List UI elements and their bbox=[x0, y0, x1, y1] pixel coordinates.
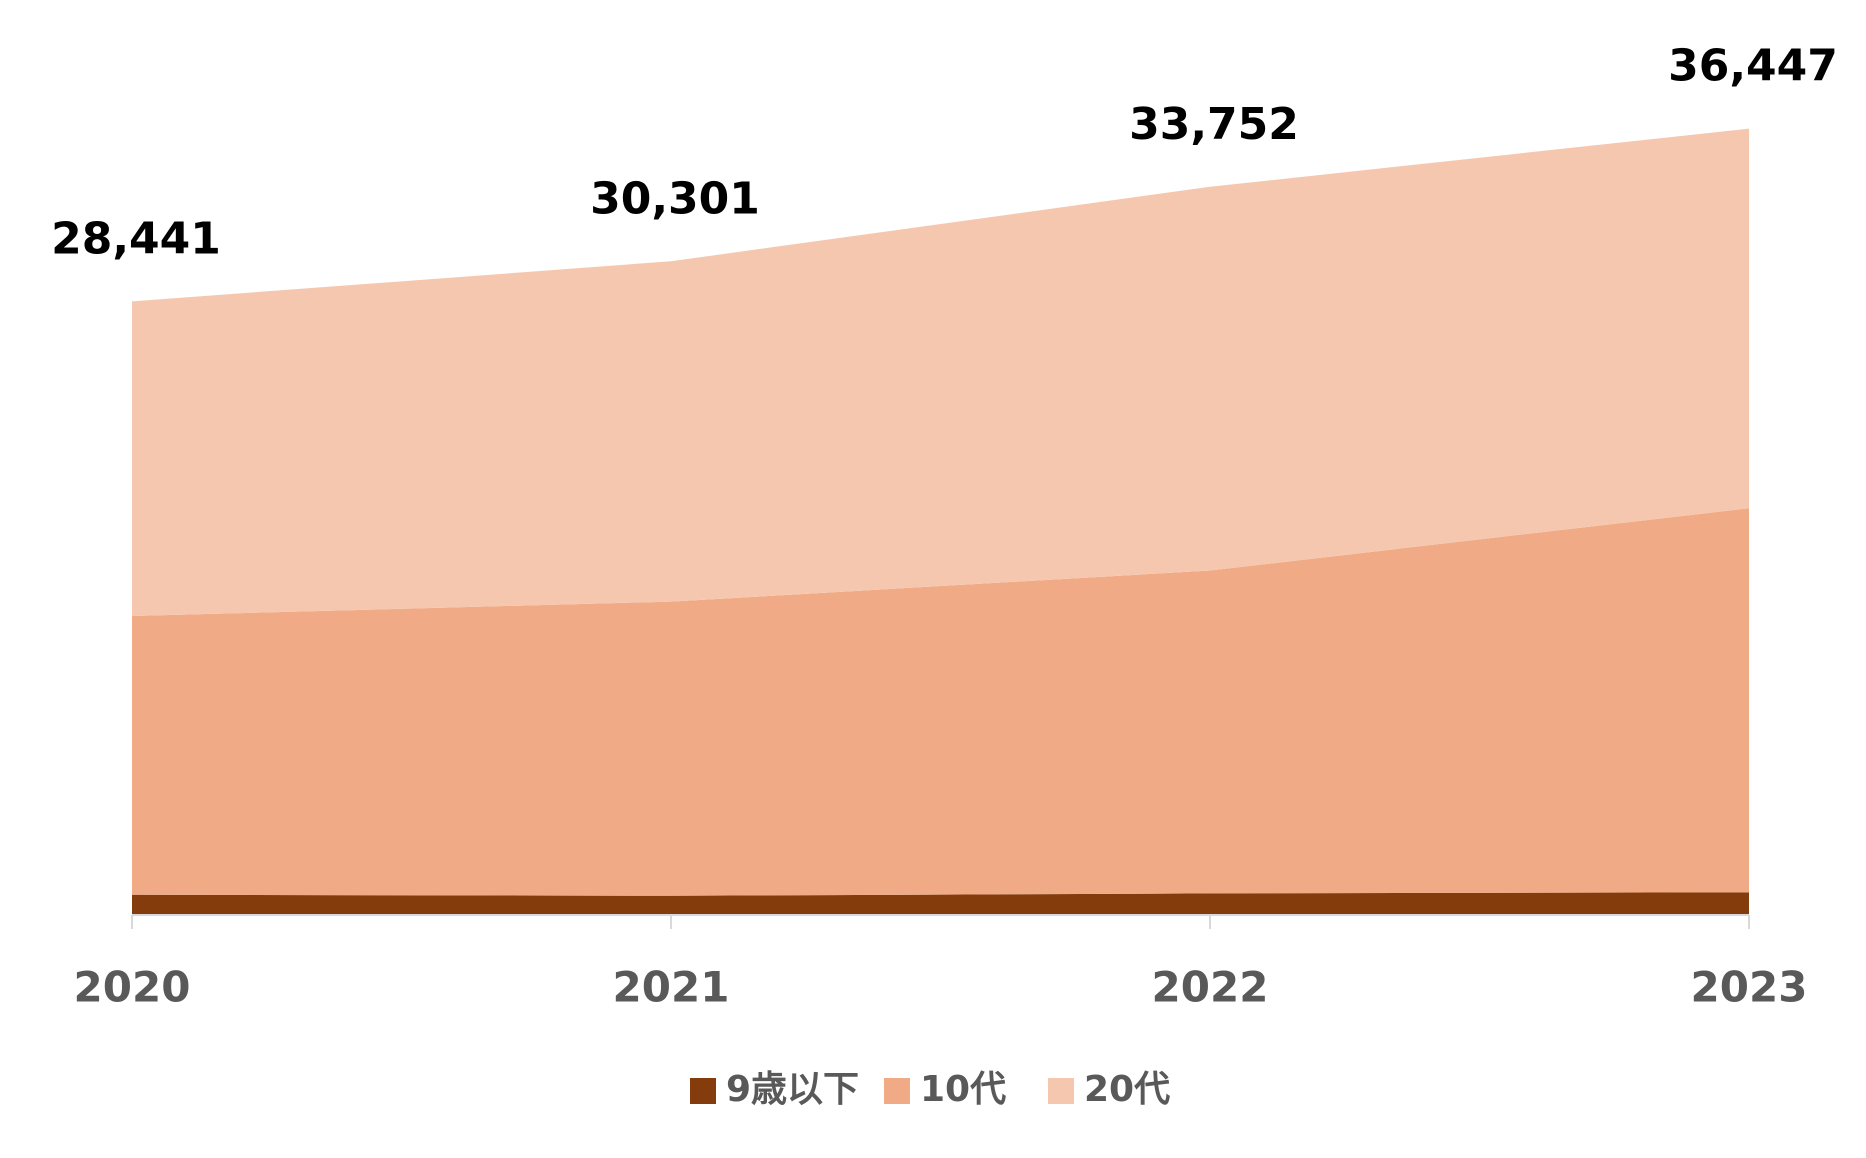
x-tick-label: 2023 bbox=[1691, 963, 1808, 1012]
area bbox=[132, 128, 1749, 616]
legend-label: 9歳以下 bbox=[726, 1069, 859, 1110]
total-label: 28,441 bbox=[51, 213, 221, 264]
legend-swatch bbox=[884, 1078, 910, 1104]
x-tick-label: 2020 bbox=[74, 963, 191, 1012]
total-label: 33,752 bbox=[1129, 99, 1299, 150]
legend-swatch bbox=[1048, 1078, 1074, 1104]
total-label: 30,301 bbox=[590, 173, 760, 224]
area bbox=[132, 508, 1749, 896]
legend-label: 10代 bbox=[920, 1069, 1006, 1110]
legend-swatch bbox=[690, 1078, 716, 1104]
total-label: 36,447 bbox=[1668, 41, 1838, 92]
x-tick-label: 2022 bbox=[1152, 963, 1269, 1012]
area bbox=[132, 892, 1749, 915]
legend-label: 20代 bbox=[1084, 1069, 1170, 1110]
x-tick-label: 2021 bbox=[613, 963, 730, 1012]
